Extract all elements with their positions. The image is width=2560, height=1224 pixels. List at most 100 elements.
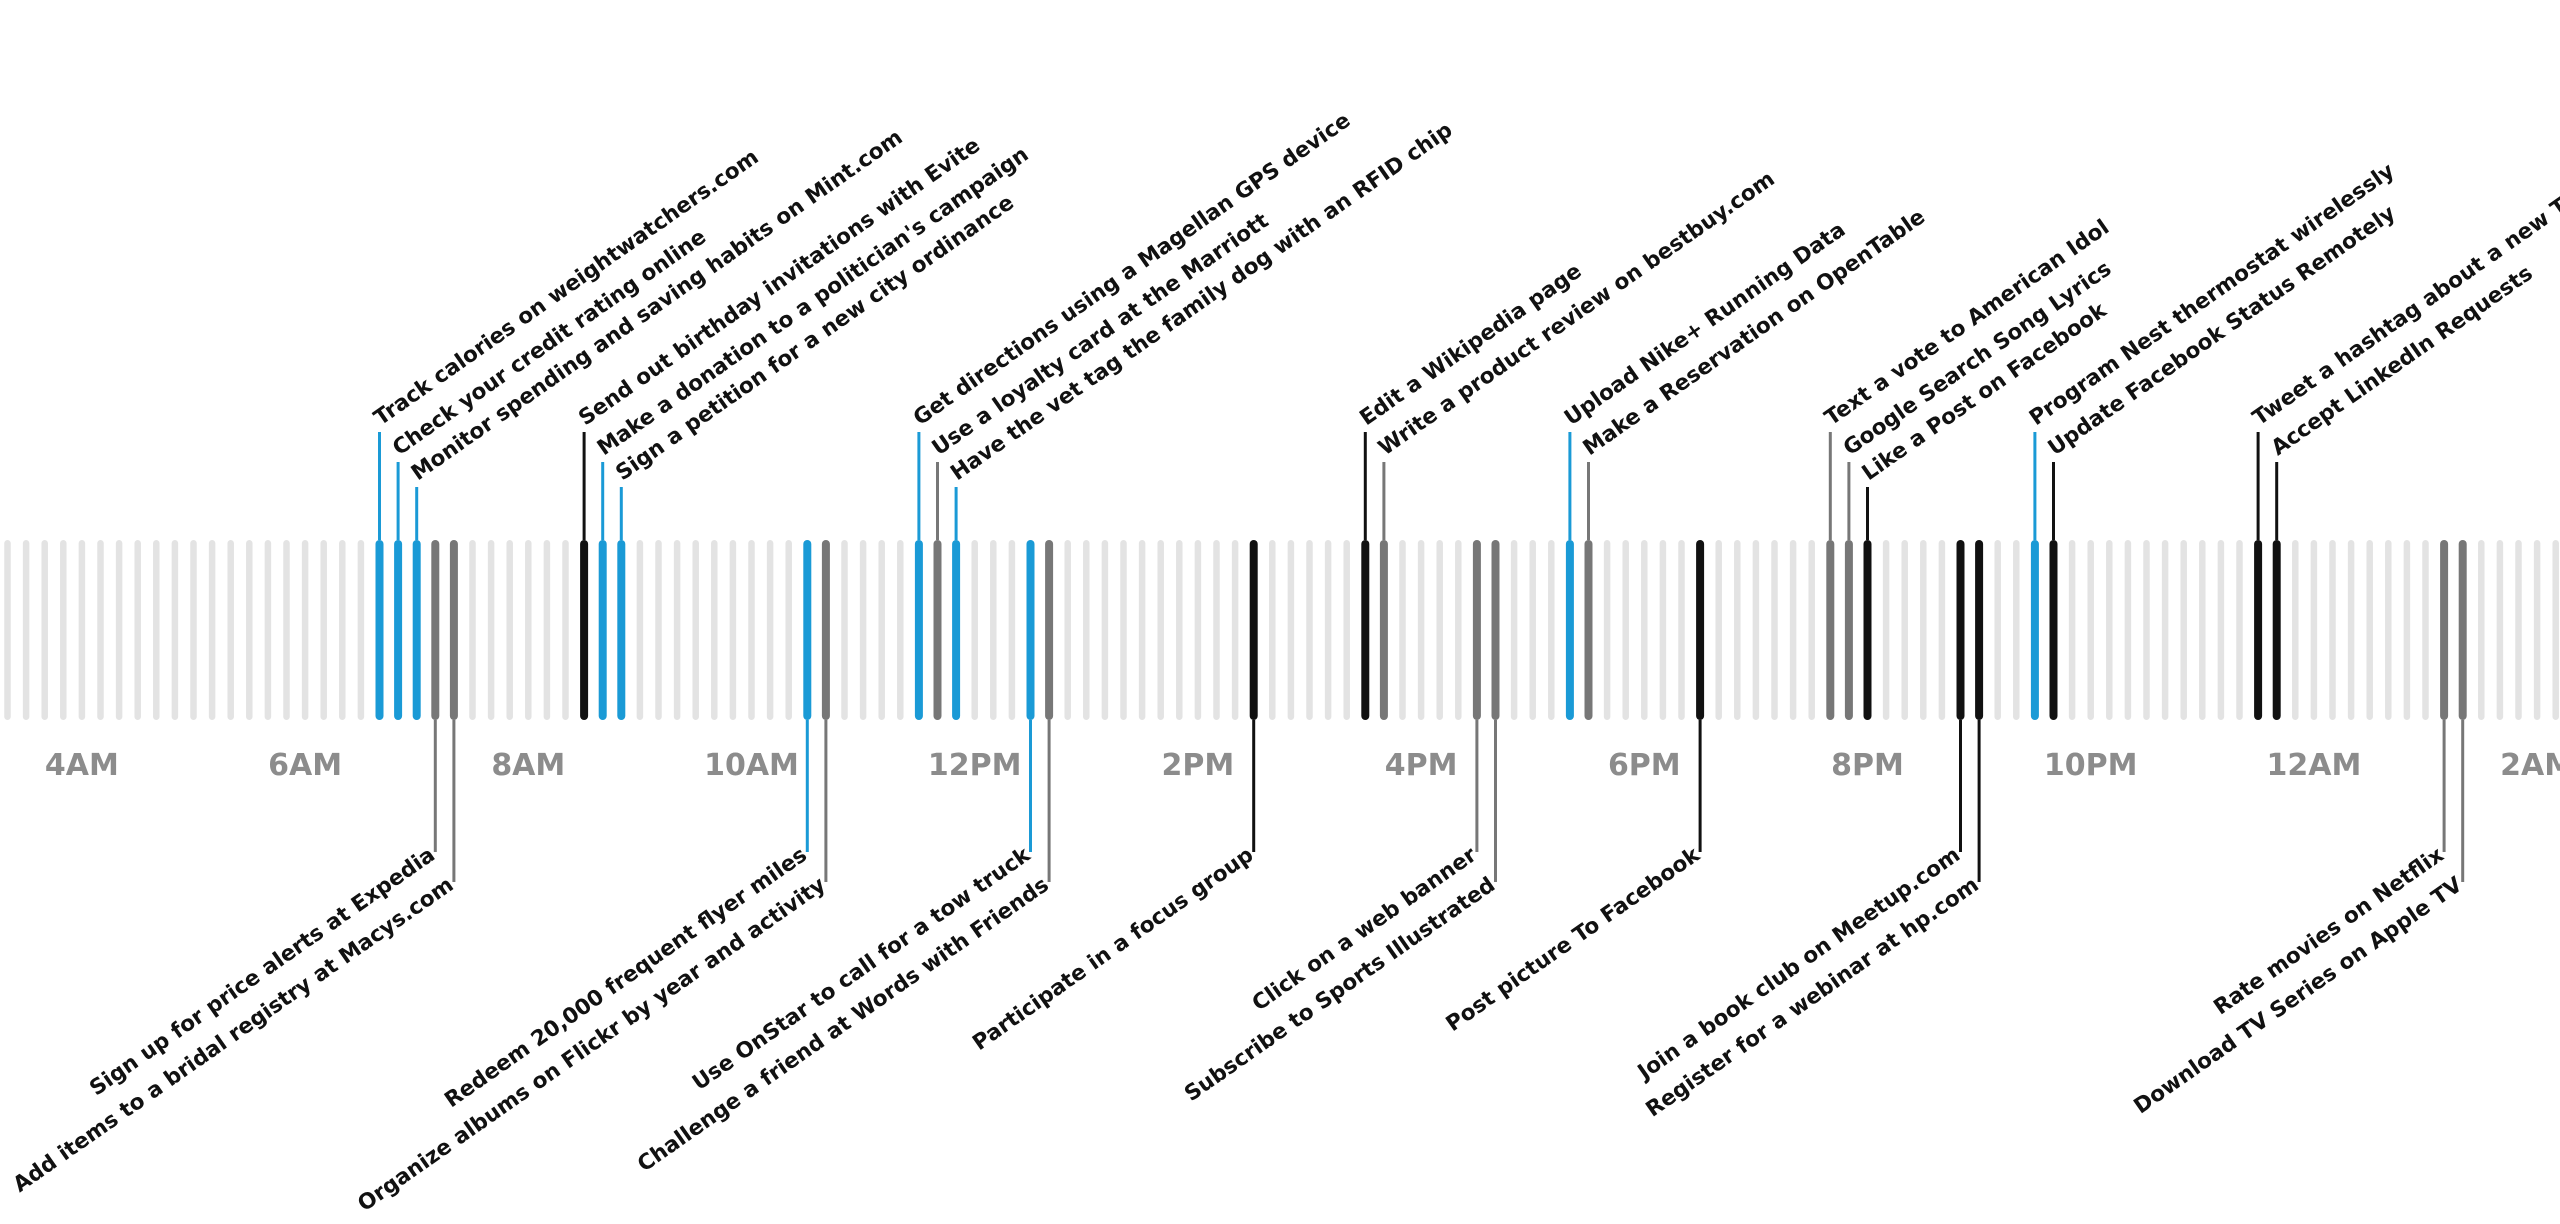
activity-label: Sign up for price alerts at Expedia — [85, 842, 440, 1101]
activity-label: Have the vet tag the family dog with an … — [946, 118, 1457, 486]
time-slot — [2533, 540, 2541, 720]
time-slot — [971, 540, 978, 720]
time-slot — [2478, 540, 2485, 720]
time-slot — [543, 540, 551, 720]
activity-bar — [1826, 540, 1835, 720]
activity-bar — [2458, 540, 2467, 720]
time-slot — [1789, 540, 1797, 720]
time-slot — [1901, 540, 1908, 720]
time-slot — [655, 540, 662, 720]
activity-bar — [617, 540, 626, 720]
time-slot — [2366, 540, 2373, 720]
time-slot — [1176, 540, 1183, 720]
activity-bar — [1956, 540, 1965, 720]
activity-bar — [933, 540, 942, 720]
time-slot — [1064, 540, 1071, 720]
time-slot — [1399, 540, 1406, 720]
time-slot — [115, 540, 123, 720]
hour-label: 6AM — [268, 748, 342, 783]
time-slot — [1510, 540, 1518, 720]
activity-label: Post picture To Facebook — [1442, 842, 1705, 1037]
time-slot — [1138, 540, 1146, 720]
time-slot — [1231, 540, 1239, 720]
time-slot — [2385, 540, 2392, 720]
time-slot-track — [4, 540, 2559, 720]
hour-axis: 4AM 6AM 8AM 10AM 12PM 2PM 4PM 6PM 8PM 10PM 12AM 2AM — [45, 748, 2560, 783]
time-slot — [878, 540, 885, 720]
hour-label: 12PM — [928, 748, 1022, 783]
time-slot — [2347, 540, 2355, 720]
time-slot — [506, 540, 513, 720]
activity-label: Accept LinkedIn Requests — [2267, 261, 2538, 461]
hour-label: 4PM — [1385, 748, 1458, 783]
time-slot — [2161, 540, 2169, 720]
time-slot — [1715, 540, 1722, 720]
time-slot — [301, 540, 309, 720]
time-slot — [78, 540, 86, 720]
time-slot — [469, 540, 476, 720]
time-slot — [562, 540, 569, 720]
activity-label: Subscribe to Sports Illustrated — [1180, 872, 1500, 1106]
activity-bar — [580, 540, 589, 720]
time-slot — [1548, 540, 1555, 720]
time-slot — [525, 540, 532, 720]
time-slot — [487, 540, 495, 720]
connector-lines — [378, 432, 2465, 882]
time-slot — [1455, 540, 1462, 720]
time-slot — [1417, 540, 1425, 720]
time-slot — [766, 540, 774, 720]
time-slot — [748, 540, 755, 720]
hour-label: 2AM — [2500, 748, 2560, 783]
time-slot — [990, 540, 997, 720]
hour-label: 8AM — [491, 748, 565, 783]
activity-label: Join a book club on Meetup.com — [1632, 842, 1965, 1086]
activity-bar — [1584, 540, 1593, 720]
time-slot — [1641, 540, 1648, 720]
hour-label: 10AM — [704, 748, 799, 783]
time-slot — [60, 540, 67, 720]
hour-label: 8PM — [1831, 748, 1904, 783]
time-slot — [283, 540, 290, 720]
time-slot — [1083, 540, 1090, 720]
time-slot — [1343, 540, 1350, 720]
activity-bar — [2030, 540, 2039, 720]
activity-bar — [431, 540, 440, 720]
time-slot — [1603, 540, 1611, 720]
activity-label: Upload Nike+ Running Data — [1560, 217, 1850, 431]
activity-bar — [598, 540, 607, 720]
time-slot — [2422, 540, 2429, 720]
time-slot — [1120, 540, 1127, 720]
activity-label: Rate movies on Netflix — [2209, 842, 2448, 1020]
time-slot — [2143, 540, 2150, 720]
time-slot — [190, 540, 197, 720]
time-slot — [859, 540, 867, 720]
time-slot — [729, 540, 737, 720]
time-slot — [208, 540, 216, 720]
time-slot — [2496, 540, 2504, 720]
time-slot — [1734, 540, 1741, 720]
time-slot — [2292, 540, 2299, 720]
time-slot — [1436, 540, 1443, 720]
time-slot — [2199, 540, 2206, 720]
time-slot — [2087, 540, 2094, 720]
activity-label: Check your credit rating online — [388, 224, 711, 460]
time-slot — [1678, 540, 1685, 720]
activity-bar — [394, 540, 403, 720]
activity-bar — [1975, 540, 1984, 720]
time-slot — [97, 540, 104, 720]
time-slot — [1306, 540, 1313, 720]
time-slot — [246, 540, 253, 720]
time-slot — [1771, 540, 1778, 720]
time-slot — [711, 540, 718, 720]
time-slot — [227, 540, 234, 720]
time-slot — [1008, 540, 1016, 720]
time-slot — [1882, 540, 1890, 720]
activity-label: Monitor spending and saving habits on Mi… — [407, 125, 908, 486]
activity-label: Use a loyalty card at the Marriott — [928, 208, 1274, 461]
time-slot — [339, 540, 346, 720]
time-slot — [673, 540, 681, 720]
time-slot — [357, 540, 365, 720]
activity-bar — [375, 540, 384, 720]
hour-label: 2PM — [1162, 748, 1235, 783]
